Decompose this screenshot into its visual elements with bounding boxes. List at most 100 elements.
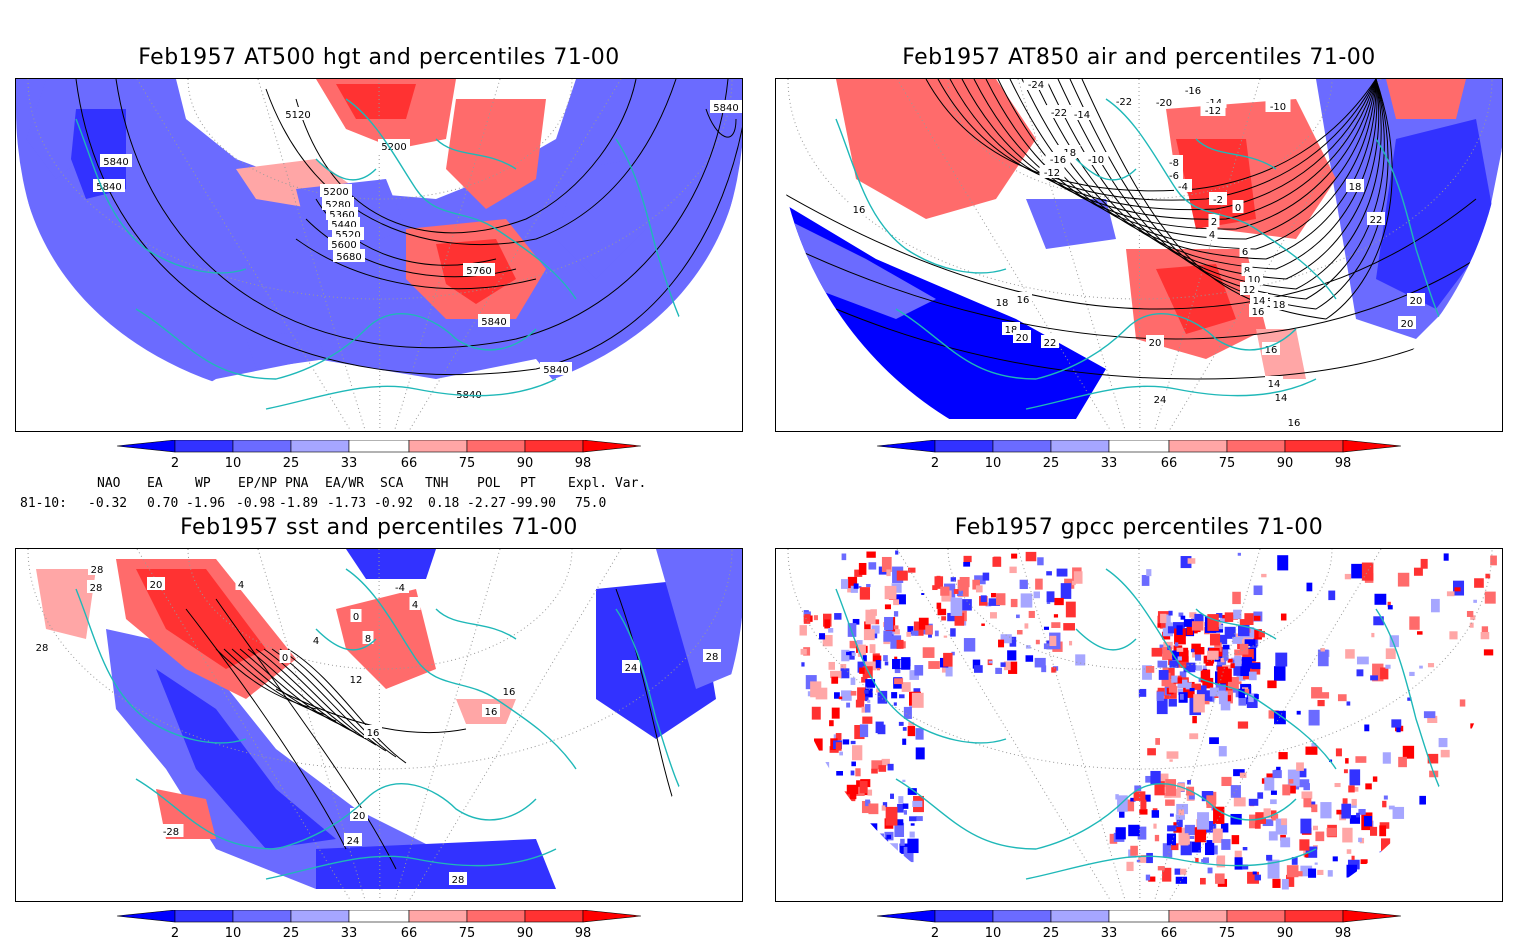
precip-anomaly-cell [895,594,906,605]
precip-anomaly-cell [893,599,900,606]
precip-anomaly-cell [1178,612,1184,617]
precip-anomaly-cell [803,614,811,624]
precip-anomaly-cell [1244,639,1256,647]
precip-anomaly-cell [875,721,884,734]
colorbar-tick-label: 25 [1043,456,1060,470]
precip-anomaly-cell [915,728,924,740]
precip-anomaly-cell [1166,751,1179,759]
index-value: 0.70 [147,496,179,511]
index-header: EP/NP [238,476,278,491]
contour-label-bg [1069,107,1095,120]
precip-anomaly-cell [1311,743,1317,748]
precip-anomaly-cell [1177,656,1182,661]
precip-anomaly-cell [841,649,850,662]
precip-anomaly-cell [861,800,871,814]
precip-anomaly-cell [1206,840,1213,847]
contour-label-bg [500,684,518,697]
precip-anomaly-cell [1033,591,1040,599]
contour-label: 5680 [336,252,361,263]
precip-anomaly-cell [1162,867,1172,882]
precip-anomaly-cell [1200,877,1206,885]
contour-label-bg [1265,99,1291,112]
contour-label: -20 [1156,98,1172,109]
precip-anomaly-cell [862,655,867,662]
precip-anomaly-cell [1179,693,1184,700]
colorbar-segment [934,440,994,453]
precip-anomaly-cell [898,721,904,726]
contour-line [949,79,1377,211]
precip-anomaly-cell [1187,558,1196,564]
precip-anomaly-cell [1303,783,1310,791]
precip-anomaly-cell [876,665,881,671]
precip-anomaly-cell [941,616,947,621]
precip-anomaly-cell [1272,878,1281,888]
precip-anomaly-cell [1051,667,1057,673]
precip-anomaly-cell [1446,826,1452,834]
precip-anomaly-cell [1413,567,1423,576]
precip-anomaly-cell [925,625,933,635]
precip-anomaly-cell [883,630,893,642]
precip-anomaly-cell [1351,804,1357,808]
contour-label: 28 [452,875,465,886]
precip-anomaly-cell [1470,615,1476,620]
graticule-parallel [187,549,573,670]
precip-anomaly-cell [1073,571,1083,584]
contour-label-bg [235,577,247,590]
precip-anomaly-cell [900,838,905,846]
precip-anomaly-cell [1173,677,1183,684]
contour-label: 5840 [713,103,738,114]
coastline [1075,138,1277,181]
precip-anomaly-cell [808,783,819,795]
precip-anomaly-cell [902,779,906,783]
precip-anomaly-cell [1054,597,1064,606]
precip-anomaly-cell [1176,647,1184,652]
colorbar-segment [1108,910,1170,923]
precip-anomaly-cell [1138,855,1148,863]
precip-anomaly-cell [1220,657,1225,663]
contour-label-bg [1398,316,1416,329]
precip-anomaly-cell [1130,845,1138,856]
colorbar-tick-label: 25 [1043,926,1060,940]
precip-anomaly-cell [1345,758,1349,764]
precip-anomaly-cell [1278,752,1288,760]
precip-anomaly-cell [1380,667,1389,680]
precip-anomaly-cell [945,666,953,677]
contour-label-bg [1285,415,1303,428]
precip-anomaly-cell [801,662,805,667]
precip-anomaly-cell [894,629,900,635]
precip-anomaly-cell [822,634,833,647]
contour-label: -4 [395,583,405,594]
precip-anomaly-cell [1046,591,1055,603]
contour-label: 28 [91,565,104,576]
precip-anomaly-cell [1374,593,1387,605]
contour-label-bg [1272,390,1290,403]
contour-line [275,688,467,734]
anomaly-region [1026,199,1116,249]
contour-label-bg [344,833,362,846]
precip-anomaly-cell [909,831,915,838]
precip-anomaly-cell [894,668,901,674]
precip-anomaly-cell [846,651,852,656]
precip-anomaly-cell [1343,769,1348,774]
precip-anomaly-cell [804,746,811,756]
precip-anomaly-cell [1230,813,1242,825]
precip-anomaly-cell [1241,864,1249,870]
precip-anomaly-cell [928,631,932,638]
precip-anomaly-cell [1419,665,1423,669]
contour-label: 24 [625,663,638,674]
precip-anomaly-cell [985,602,992,607]
precip-anomaly-cell [1053,614,1059,618]
precip-anomaly-cell [1254,822,1261,829]
precip-anomaly-cell [1176,817,1183,828]
contour-line [705,108,737,138]
precip-anomaly-cell [1254,874,1262,881]
precip-anomaly-cell [1154,781,1165,796]
index-header: EA/WR [325,476,365,491]
precip-anomaly-cell [940,586,950,596]
precip-anomaly-cell [816,806,828,821]
colorbar-arrow-high [582,440,642,453]
precip-anomaly-cell [1373,616,1384,626]
graticule-meridian [257,79,381,431]
index-value: -1.73 [327,496,367,511]
contour-label-bg [322,197,354,210]
